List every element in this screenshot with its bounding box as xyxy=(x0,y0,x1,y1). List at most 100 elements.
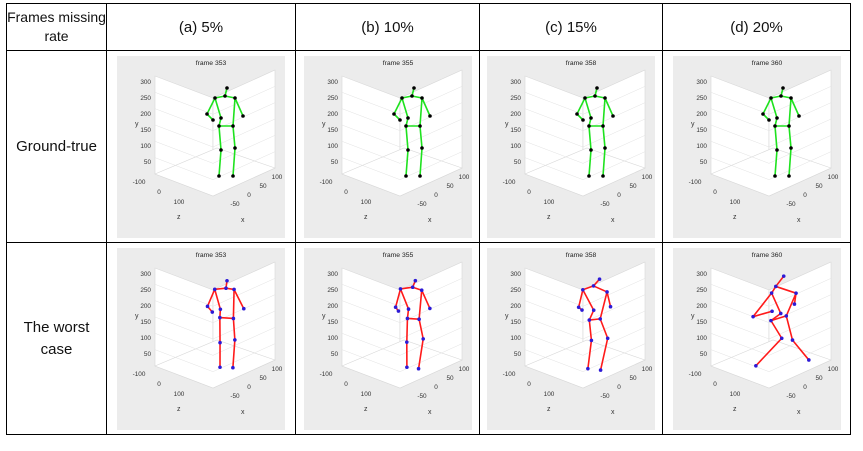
skeleton xyxy=(391,85,432,178)
skeleton-joint xyxy=(232,287,236,291)
skeleton-joint xyxy=(778,311,783,315)
y-axis-label: y xyxy=(691,313,695,320)
grid-line xyxy=(341,124,400,147)
skeleton-bone xyxy=(588,318,593,341)
skeleton-bone xyxy=(232,124,236,149)
y-tick-label: 100 xyxy=(140,335,151,342)
skeleton-joint xyxy=(213,95,217,100)
grid-line xyxy=(768,118,831,147)
skeleton-joint xyxy=(403,173,408,178)
y-tick-label: 50 xyxy=(330,159,338,166)
z-tick-label: -100 xyxy=(319,179,332,186)
skeleton-bone xyxy=(406,317,420,320)
skeleton-joint xyxy=(790,337,794,342)
skeleton-bone xyxy=(576,96,586,115)
grid-line xyxy=(154,299,214,323)
grid-line xyxy=(154,124,214,147)
skeleton-bone xyxy=(582,284,595,291)
axis-grid xyxy=(154,261,276,388)
skeleton-bone xyxy=(417,337,424,369)
x-axis-label: x xyxy=(797,409,801,416)
grid-line xyxy=(341,107,400,131)
z-axis-label: z xyxy=(547,406,551,413)
x-tick-label: 100 xyxy=(272,366,283,373)
frame-title: frame 355 xyxy=(382,60,413,67)
x-tick-label: 100 xyxy=(458,174,469,181)
skeleton-joint xyxy=(768,95,773,100)
y-axis-label: y xyxy=(135,313,139,320)
skeleton-bone xyxy=(604,96,614,117)
y-tick-label: 200 xyxy=(140,303,151,310)
y-tick-label: 300 xyxy=(327,271,338,278)
skeleton-bone xyxy=(602,124,606,149)
x-axis-label: x xyxy=(241,217,245,224)
y-tick-label: 250 xyxy=(510,287,521,294)
skeleton-joint xyxy=(218,364,222,369)
z-axis-label: z xyxy=(364,406,368,413)
figure-table: Frames missing rate (a) 5% (b) 10% (c) 1… xyxy=(6,3,851,435)
skeleton-bone xyxy=(232,317,236,341)
y-tick-label: 150 xyxy=(510,127,521,134)
z-tick-label: 100 xyxy=(360,391,371,398)
grid-line xyxy=(710,299,769,323)
skeleton-joint xyxy=(774,115,779,120)
skeleton-bone xyxy=(774,274,785,287)
skeleton-bone xyxy=(420,288,431,309)
skeleton-bone xyxy=(582,288,595,311)
skeleton-bone xyxy=(418,96,423,127)
skeleton-bone xyxy=(234,96,244,117)
x-tick-label: 50 xyxy=(815,375,823,382)
grid-line xyxy=(154,107,214,131)
skeleton-joint xyxy=(591,283,596,288)
grid-line xyxy=(710,348,769,372)
skeleton-joint xyxy=(396,308,400,313)
grid-line xyxy=(710,107,769,131)
y-tick-label: 200 xyxy=(510,303,521,310)
x-tick-label: 0 xyxy=(247,192,251,199)
skeleton-joint xyxy=(419,145,424,150)
skeleton-joint xyxy=(587,173,591,178)
floor xyxy=(154,147,276,196)
plot-cell: 300 250 200 150 100 50 y -100 0 100 z -50 0 50 100 x fra… xyxy=(479,242,663,435)
skeleton-plot-gt-15: 300 250 200 150 100 50 y -100 0 100 z -50 0 50 100 x fra… xyxy=(487,55,655,238)
skeleton-bone xyxy=(791,338,810,361)
x-axis-label: x xyxy=(241,409,245,416)
z-tick-label: 0 xyxy=(157,189,161,196)
column-header-d: (d) 20% xyxy=(662,3,851,51)
grid-line xyxy=(341,91,400,115)
z-tick-label: 0 xyxy=(713,189,717,196)
z-axis-label: z xyxy=(364,214,368,221)
skeleton-bone xyxy=(592,284,608,293)
skeleton-bone xyxy=(784,314,793,341)
grid-line xyxy=(341,156,400,180)
frame-title: frame 360 xyxy=(751,60,782,67)
y-tick-label: 250 xyxy=(327,287,338,294)
skeleton-bone xyxy=(232,288,235,319)
column-header-c: (c) 15% xyxy=(479,3,663,51)
skeleton-joint xyxy=(393,304,397,309)
skeleton xyxy=(760,85,801,178)
z-axis-label: z xyxy=(547,214,551,221)
z-tick-label: -100 xyxy=(319,371,332,378)
grid-line xyxy=(768,326,831,356)
z-tick-label: 0 xyxy=(344,189,348,196)
grid-line xyxy=(524,332,584,356)
frame-title: frame 353 xyxy=(196,252,227,259)
y-tick-label: 50 xyxy=(144,159,152,166)
grid-line xyxy=(768,134,831,164)
grid-line xyxy=(399,134,462,164)
floor xyxy=(340,339,463,388)
grid-line xyxy=(212,150,276,180)
x-tick-label: -50 xyxy=(600,201,610,208)
skeleton-bone xyxy=(394,287,401,308)
floor xyxy=(524,147,646,196)
z-tick-label: 100 xyxy=(544,391,555,398)
x-tick-label: 50 xyxy=(446,375,454,382)
row-label-worst-case-text: The worst case xyxy=(23,318,90,358)
skeleton-bone xyxy=(761,96,772,115)
skeleton-bone xyxy=(602,146,606,177)
grid-line xyxy=(212,310,276,339)
skeleton-joint xyxy=(406,306,410,311)
skeleton-joint xyxy=(219,115,223,120)
y-tick-label: 300 xyxy=(696,271,707,278)
